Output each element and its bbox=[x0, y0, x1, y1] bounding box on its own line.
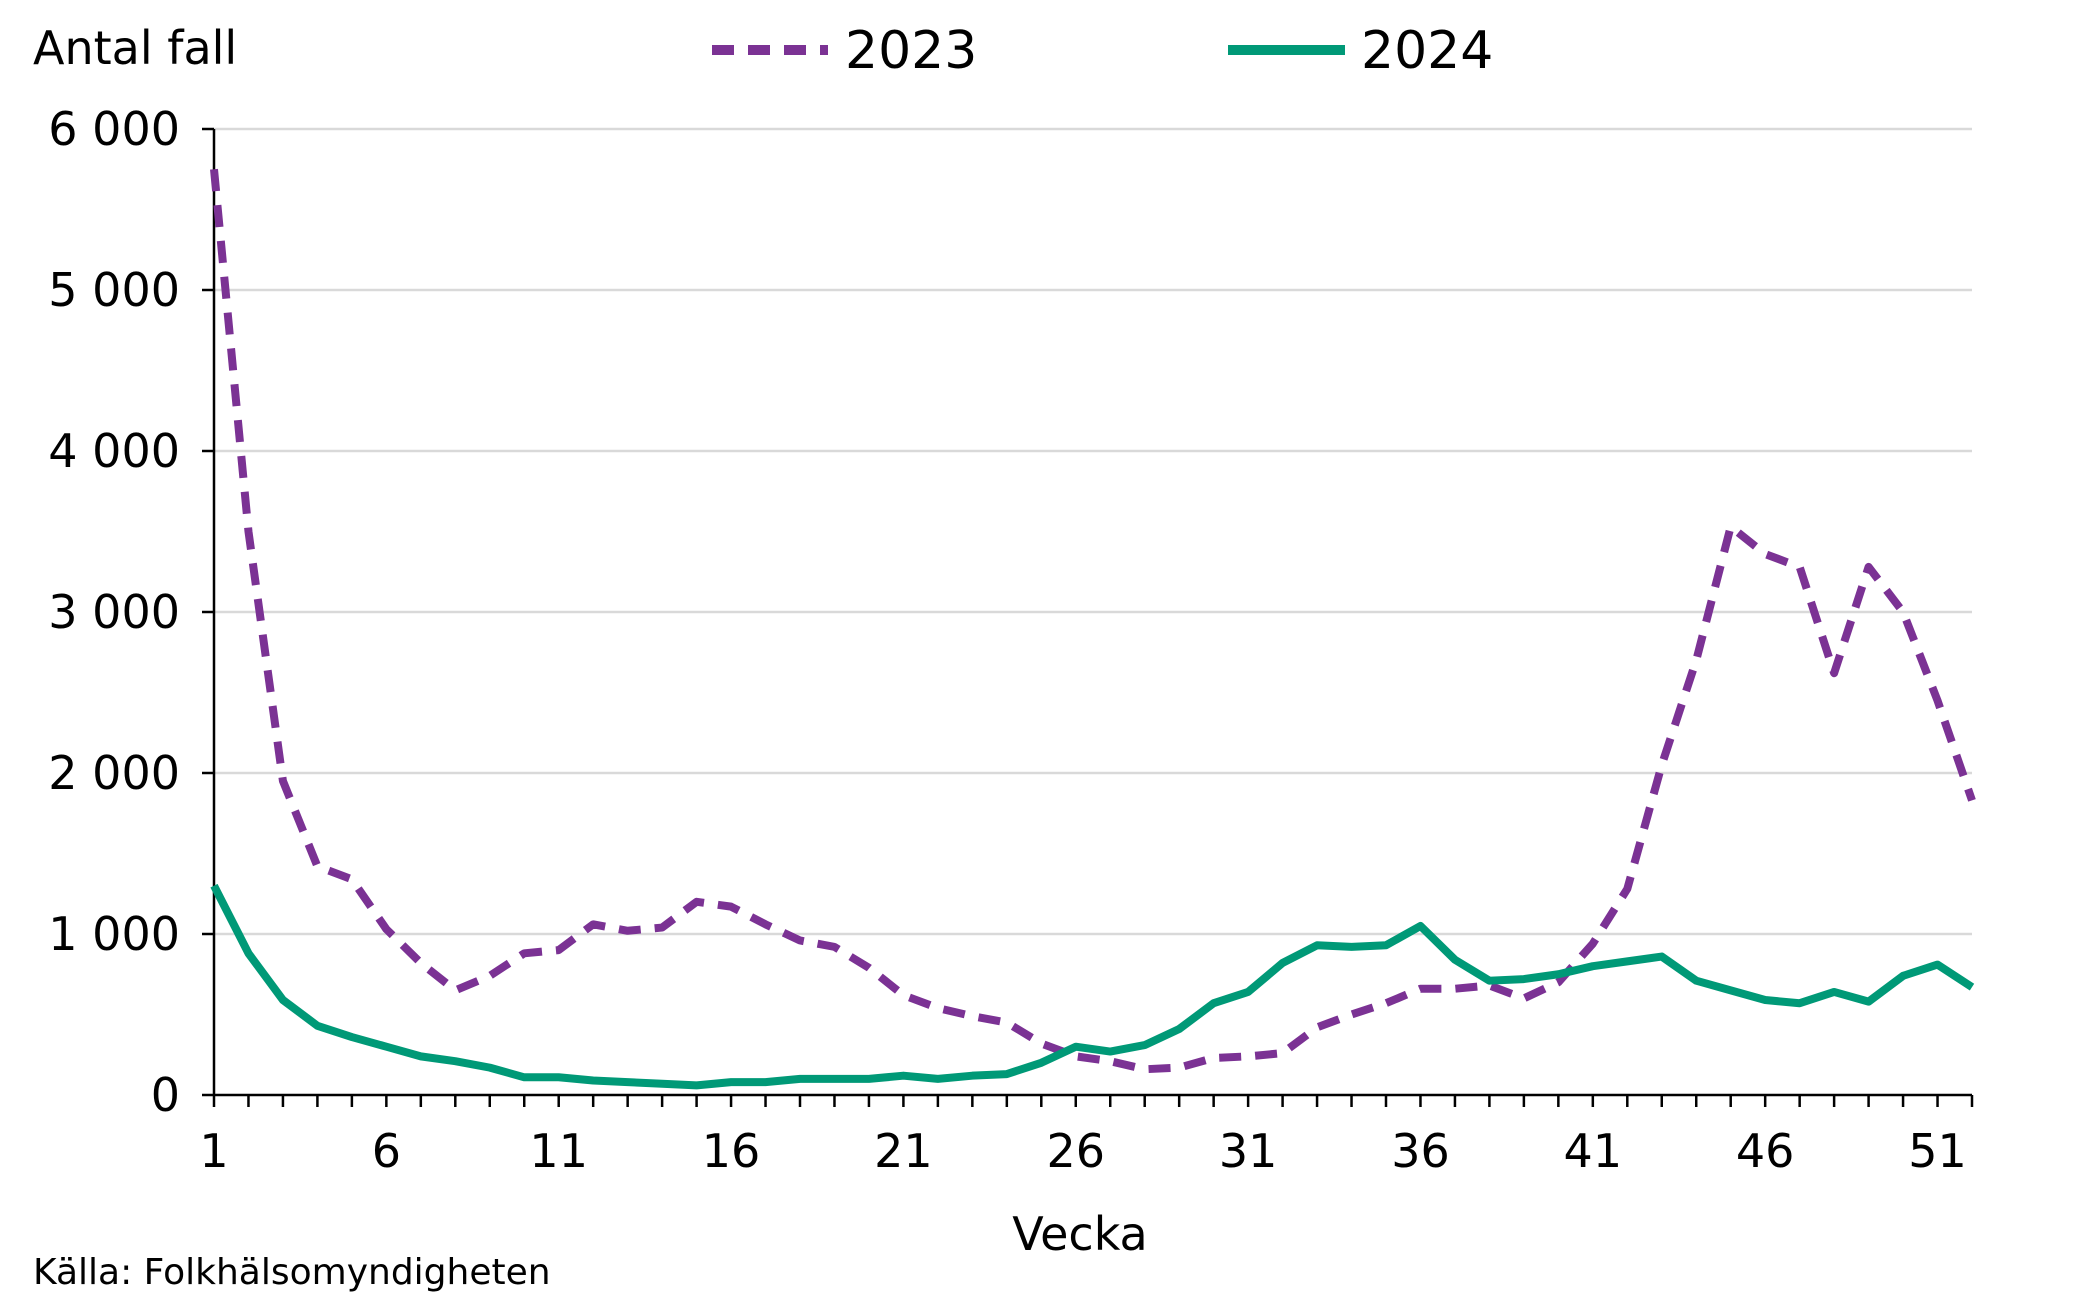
x-tick-label: 46 bbox=[1736, 1124, 1795, 1178]
x-tick-label: 31 bbox=[1219, 1124, 1278, 1178]
x-axis-title: Vecka bbox=[1012, 1207, 1148, 1261]
x-tick-label: 51 bbox=[1908, 1124, 1967, 1178]
source-note: Källa: Folkhälsomyndigheten bbox=[33, 1252, 551, 1293]
y-axis-unit-label: Antal fall bbox=[33, 21, 237, 75]
x-tick-label: 6 bbox=[372, 1124, 401, 1178]
series-group bbox=[210, 168, 1976, 1090]
gridlines bbox=[214, 127, 1972, 936]
series-line-2023 bbox=[210, 168, 1976, 1074]
x-tick-label: 16 bbox=[702, 1124, 761, 1178]
legend-item-2023: 2023 bbox=[712, 21, 977, 81]
y-tick-label: 5 000 bbox=[48, 263, 180, 317]
x-tick-label: 41 bbox=[1564, 1124, 1623, 1178]
series-line-2024 bbox=[210, 883, 1975, 1090]
legend-label-2023: 2023 bbox=[845, 21, 977, 81]
y-tick-label: 3 000 bbox=[48, 585, 180, 639]
legend-label-2024: 2024 bbox=[1361, 21, 1493, 81]
x-tick-label: 26 bbox=[1046, 1124, 1105, 1178]
x-tick-label: 36 bbox=[1391, 1124, 1450, 1178]
x-tick-label: 21 bbox=[874, 1124, 933, 1178]
legend-item-2024: 2024 bbox=[1228, 21, 1493, 81]
y-tick-label: 6 000 bbox=[48, 102, 180, 156]
y-tick-label: 4 000 bbox=[48, 424, 180, 478]
x-tick-label: 1 bbox=[199, 1124, 228, 1178]
y-tick-label: 1 000 bbox=[48, 907, 180, 961]
y-tick-label: 0 bbox=[151, 1068, 180, 1122]
legend: 2023 2024 bbox=[712, 21, 1493, 81]
y-tick-label: 2 000 bbox=[48, 746, 180, 800]
x-tick-label: 11 bbox=[529, 1124, 588, 1178]
